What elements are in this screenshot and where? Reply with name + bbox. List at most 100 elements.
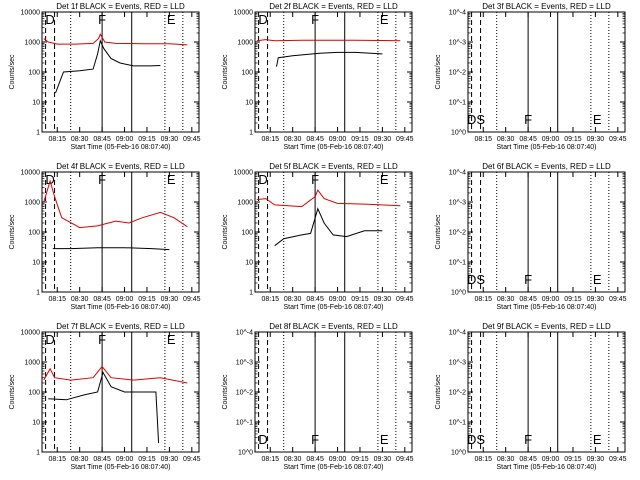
plot-frame [254,171,413,293]
y-tick-label: 10 [245,260,253,267]
x-tick-label: 08:45 [519,136,537,143]
x-tick-label: 09:30 [374,136,392,143]
y-tick-label: 10^-1 [449,100,466,107]
x-tick-label: 09:15 [564,296,582,303]
x-tick-label: 09:45 [183,296,201,303]
y-tick-label: 1000 [24,360,40,367]
y-tick-label: 100 [28,230,40,237]
x-tick-label: 08:15 [48,296,66,303]
flag-label: E [593,112,602,127]
y-tick-label: 1000 [24,40,40,47]
x-tick-label: 09:45 [396,136,414,143]
x-tick-label: 08:15 [48,136,66,143]
y-tick-label: 10^-4 [449,330,466,337]
x-tick-label: 08:15 [48,456,66,463]
flag-label: F [311,432,319,447]
flag-label: DS [467,272,485,287]
x-tick-label: 08:15 [261,296,279,303]
x-tick-label: 09:30 [374,296,392,303]
y-tick-label: 10^-3 [449,200,466,207]
flag-label: E [380,12,389,27]
x-tick-label: 08:30 [284,296,302,303]
x-tick-label: 09:30 [161,296,179,303]
y-tick-label: 10 [32,260,40,267]
y-tick-label: 10^-3 [449,360,466,367]
x-tick-label: 08:15 [474,296,492,303]
y-axis-label: Counts/sec [435,214,442,250]
x-tick-label: 08:45 [306,136,324,143]
y-tick-label: 10^-2 [449,390,466,397]
events-series-line [48,371,160,444]
events-series-line [52,247,170,251]
flag-label: E [380,172,389,187]
y-tick-label: 10^-3 [236,360,253,367]
y-tick-label: 1000 [237,40,253,47]
x-axis-label: Start Time (05-Feb-16 08:07:40) [71,144,171,151]
flag-label: F [311,12,319,27]
detector-panel-2: Det 2f BLACK = Events, RED = LLD 1 10 100 10… [222,2,414,151]
x-tick-label: 09:30 [161,136,179,143]
y-tick-label: 10000 [21,330,41,337]
x-axis-label: Start Time (05-Feb-16 08:07:40) [284,304,384,311]
flag-label: E [167,332,176,347]
x-tick-label: 09:45 [396,456,414,463]
y-tick-label: 1 [249,130,253,137]
x-tick-label: 09:00 [542,136,560,143]
x-tick-label: 09:45 [183,136,201,143]
panel-title: Det 3f BLACK = Events, RED = LLD [482,2,611,11]
x-tick-label: 09:00 [329,136,347,143]
panel-title: Det 9f BLACK = Events, RED = LLD [482,322,611,331]
flag-label: F [98,172,106,187]
y-axis-label: Counts/sec [9,374,16,410]
y-tick-label: 10^-2 [236,390,253,397]
y-tick-label: 10 [32,420,40,427]
panel-title: Det 5f BLACK = Events, RED = LLD [269,162,398,171]
y-tick-label: 10^-3 [449,40,466,47]
x-tick-label: 09:00 [542,296,560,303]
x-tick-label: 08:30 [497,296,515,303]
x-tick-label: 09:00 [116,136,134,143]
y-tick-label: 10000 [21,10,41,17]
plot-frame [41,331,200,453]
y-tick-label: 10^0 [238,450,253,457]
events-series-line [276,51,383,67]
x-tick-label: 08:45 [93,136,111,143]
y-tick-label: 100 [241,70,253,77]
flag-label: D [258,432,267,447]
panel-title: Det 1f BLACK = Events, RED = LLD [56,2,185,11]
y-tick-label: 1 [36,290,40,297]
x-tick-label: 09:15 [138,456,156,463]
y-tick-label: 1 [36,450,40,457]
x-axis-label: Start Time (05-Feb-16 08:07:40) [71,464,171,471]
x-tick-label: 09:30 [587,456,605,463]
x-tick-label: 09:15 [564,136,582,143]
detector-panel-6: Det 6f BLACK = Events, RED = LLD 10^0 10^-… [435,162,627,311]
y-tick-label: 10^0 [451,290,466,297]
flag-label: F [98,12,106,27]
x-tick-label: 09:45 [183,456,201,463]
x-axis-label: Start Time (05-Feb-16 08:07:40) [497,304,597,311]
y-tick-label: 1000 [24,200,40,207]
flag-label: D [258,172,267,187]
detector-panel-7: Det 7f BLACK = Events, RED = LLD 1 10 100 10… [9,322,201,471]
panel-title: Det 6f BLACK = Events, RED = LLD [482,162,611,171]
flag-label: E [167,12,176,27]
y-tick-label: 10^0 [451,130,466,137]
x-tick-label: 09:00 [329,296,347,303]
detector-panel-8: Det 8f BLACK = Events, RED = LLD 10^0 10^-… [222,322,414,471]
x-tick-label: 08:15 [474,456,492,463]
x-axis-label: Start Time (05-Feb-16 08:07:40) [497,144,597,151]
lld-series-line [43,33,188,46]
x-tick-label: 09:45 [396,296,414,303]
y-tick-label: 10^-1 [449,260,466,267]
x-tick-label: 09:30 [587,296,605,303]
x-tick-label: 09:45 [609,136,627,143]
x-axis-label: Start Time (05-Feb-16 08:07:40) [497,464,597,471]
detector-panel-9: Det 9f BLACK = Events, RED = LLD 10^0 10^-… [435,322,627,471]
y-tick-label: 10^-4 [236,330,253,337]
x-tick-label: 09:15 [138,136,156,143]
lld-series-line [256,39,401,42]
y-axis-label: Counts/sec [9,54,16,90]
detector-panel-4: Det 4f BLACK = Events, RED = LLD 1 10 100 10… [9,162,201,311]
y-tick-label: 1 [36,130,40,137]
